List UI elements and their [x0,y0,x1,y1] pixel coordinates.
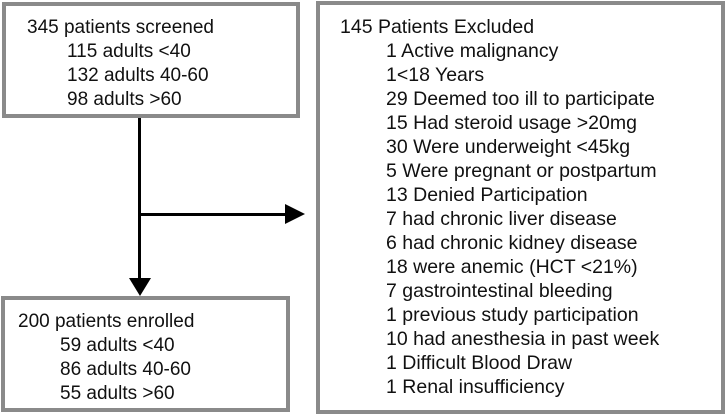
arrow-right-head-icon [285,204,305,224]
arrow-right-line [139,213,285,216]
excluded-box-title: 145 Patients Excluded [340,16,535,38]
box-item: 59 adults <40 [60,335,175,356]
screened-box-title: 345 patients screened [27,17,214,38]
box-item: 7 had chronic liver disease [386,208,617,230]
box-item: 15 Had steroid usage >20mg [386,112,637,134]
enrolled-box-items: 59 adults <40 86 adults 40-60 55 adults >6… [18,334,282,406]
enrolled-box: 200 patients enrolled 59 adults <40 86 ad… [1,296,290,412]
box-item: 132 adults 40-60 [67,65,209,86]
arrow-down-head-icon [129,278,151,296]
box-item: 18 were anemic (HCT <21%) [386,256,638,278]
box-item: 6 had chronic kidney disease [386,232,638,254]
box-item: 55 adults >60 [60,383,175,404]
box-item: 115 adults <40 [67,41,191,62]
box-item: 10 had anesthesia in past week [386,328,660,350]
enrolled-box-title: 200 patients enrolled [18,311,195,332]
box-item: 30 Were underweight <45kg [386,136,631,158]
excluded-box: 145 Patients Excluded 1 Active malignanc… [316,1,725,414]
box-item: 1 Difficult Blood Draw [386,352,573,374]
box-item: 98 adults >60 [67,89,182,110]
box-item: 1 Renal insufficiency [386,376,565,398]
box-item: 13 Denied Participation [386,184,588,206]
box-item: 1 previous study participation [386,304,639,326]
box-item: 1 Active malignancy [386,40,559,62]
screened-box-items: 115 adults <40 132 adults 40-60 98 adults … [27,40,292,112]
arrow-down-line [138,118,141,280]
box-item: 1<18 Years [386,64,485,86]
box-item: 29 Deemed too ill to participate [386,88,655,110]
box-item: 7 gastrointestinal bleeding [386,280,613,302]
box-item: 86 adults 40-60 [60,359,191,380]
excluded-box-items: 1 Active malignancy 1<18 Years 29 Deemed t… [340,39,717,399]
screened-box: 345 patients screened 115 adults <40 132 … [2,2,300,118]
box-item: 5 Were pregnant or postpartum [386,160,657,182]
